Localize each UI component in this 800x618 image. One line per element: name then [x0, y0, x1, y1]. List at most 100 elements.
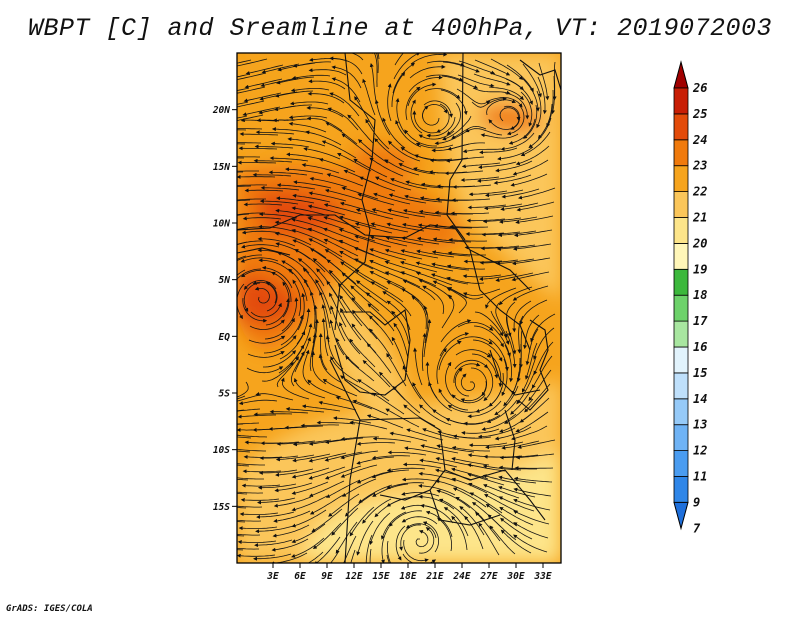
streamline: [422, 521, 439, 553]
streamline: [308, 79, 346, 90]
streamline: [501, 188, 540, 199]
streamline: [307, 91, 345, 104]
streamline: [350, 549, 356, 563]
streamlines: [237, 53, 557, 563]
streamline: [487, 97, 523, 108]
streamline: [451, 394, 486, 404]
streamline: [452, 487, 487, 508]
streamline: [515, 411, 549, 433]
streamline: [410, 53, 448, 65]
streamline: [519, 397, 550, 423]
streamline: [237, 143, 245, 145]
streamline: [441, 75, 479, 89]
streamline: [274, 220, 313, 232]
streamline: [504, 398, 534, 424]
streamline: [365, 118, 390, 150]
streamline: [442, 61, 480, 73]
streamline: [473, 73, 511, 86]
streamline: [436, 103, 450, 133]
streamline: [362, 78, 376, 116]
streamline: [413, 347, 423, 386]
streamline: [388, 510, 423, 527]
streamline: [530, 313, 556, 343]
streamline: [309, 494, 344, 515]
streamline: [479, 147, 518, 155]
streamline: [307, 379, 342, 398]
streamline: [293, 377, 326, 399]
streamline: [437, 517, 452, 552]
streamline: [399, 260, 438, 273]
streamline: [238, 526, 278, 531]
streamline: [537, 103, 553, 139]
streamline: [291, 523, 326, 544]
streamline: [402, 279, 436, 301]
streamline: [514, 229, 553, 238]
streamline: [483, 203, 523, 211]
streamline: [455, 349, 492, 358]
streamline: [329, 92, 360, 117]
streamline: [243, 202, 283, 207]
streamline: [394, 53, 404, 66]
border-line: [489, 349, 541, 396]
streamline: [240, 257, 279, 263]
streamline: [275, 454, 315, 462]
streamline: [237, 59, 252, 64]
streamline: [495, 160, 533, 173]
streamline: [525, 342, 538, 380]
streamline: [531, 355, 553, 389]
streamline: [472, 339, 503, 362]
streamline: [282, 281, 290, 318]
streamline: [458, 60, 496, 75]
streamline: [506, 301, 516, 337]
streamline: [237, 436, 252, 439]
streamline: [368, 315, 394, 346]
streamline: [512, 285, 549, 301]
streamline: [449, 224, 489, 229]
streamline: [494, 385, 519, 416]
streamline: [512, 243, 552, 251]
streamline: [477, 427, 516, 439]
streamline: [512, 159, 549, 176]
colorbar-segment: [673, 294, 689, 322]
streamline: [355, 208, 394, 220]
streamline: [537, 76, 547, 115]
streamline: [420, 444, 459, 454]
streamline: [268, 170, 308, 176]
streamline: [271, 127, 311, 134]
streamline: [471, 353, 499, 379]
streamline: [237, 553, 276, 558]
streamline: [399, 524, 422, 551]
streamline: [499, 107, 521, 122]
streamline: [291, 537, 325, 558]
country-borders: [237, 53, 561, 563]
streamline: [369, 548, 372, 563]
lon-tick-label: 15E: [372, 571, 389, 582]
streamline: [274, 231, 312, 246]
streamline: [254, 286, 270, 304]
streamline: [237, 226, 264, 230]
streamline: [237, 73, 251, 78]
streamline: [419, 458, 458, 468]
streamline: [253, 553, 292, 561]
streamline: [331, 507, 359, 536]
streamline: [288, 121, 327, 133]
streamline: [271, 271, 292, 302]
streamline: [286, 152, 325, 161]
streamline: [385, 236, 424, 246]
streamline: [418, 130, 455, 140]
streamline: [362, 498, 392, 524]
streamline: [484, 494, 519, 513]
streamline: [328, 493, 360, 517]
streamline: [291, 509, 327, 528]
streamline: [237, 507, 247, 509]
colorbar-bottom-triangle: [673, 501, 689, 531]
streamline: [369, 62, 377, 102]
streamline: [425, 74, 464, 82]
lat-tick-label: EQ: [219, 332, 231, 343]
streamline: [468, 190, 508, 197]
streamline: [403, 539, 429, 563]
streamline: [395, 97, 407, 135]
streamline: [258, 469, 298, 475]
streamline: [516, 201, 555, 212]
streamline: [289, 101, 329, 106]
